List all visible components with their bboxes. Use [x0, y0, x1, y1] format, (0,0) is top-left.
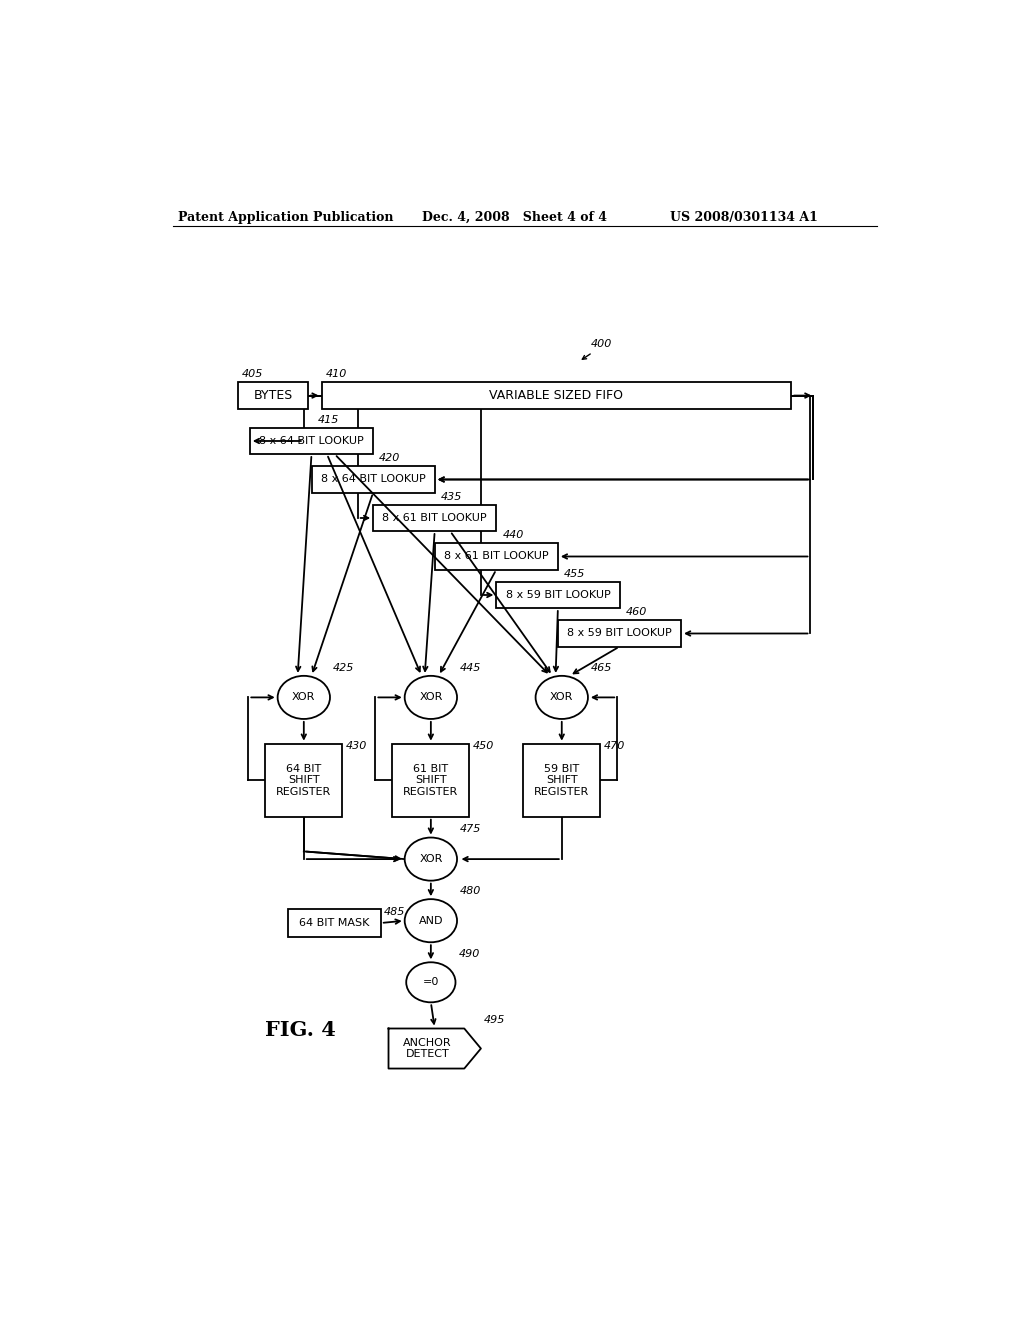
Text: 61 BIT
SHIFT
REGISTER: 61 BIT SHIFT REGISTER: [403, 763, 459, 797]
Text: 8 x 59 BIT LOOKUP: 8 x 59 BIT LOOKUP: [567, 628, 672, 639]
Text: =0: =0: [423, 977, 439, 987]
Bar: [558, 620, 681, 647]
Ellipse shape: [536, 676, 588, 719]
Text: 59 BIT
SHIFT
REGISTER: 59 BIT SHIFT REGISTER: [535, 763, 590, 797]
Text: US 2008/0301134 A1: US 2008/0301134 A1: [670, 211, 817, 224]
Text: 465: 465: [591, 663, 612, 673]
Text: 400: 400: [591, 339, 612, 350]
Text: XOR: XOR: [550, 693, 573, 702]
Text: 440: 440: [503, 531, 524, 540]
Text: XOR: XOR: [419, 693, 442, 702]
Bar: [239, 381, 307, 409]
Text: 495: 495: [484, 1015, 506, 1026]
Text: 450: 450: [472, 742, 494, 751]
Text: 430: 430: [345, 742, 367, 751]
Bar: [322, 381, 792, 409]
Text: XOR: XOR: [419, 854, 442, 865]
Text: 8 x 61 BIT LOOKUP: 8 x 61 BIT LOOKUP: [444, 552, 549, 561]
Text: 490: 490: [459, 949, 480, 960]
Text: VARIABLE SIZED FIFO: VARIABLE SIZED FIFO: [489, 389, 624, 403]
Text: 64 BIT
SHIFT
REGISTER: 64 BIT SHIFT REGISTER: [276, 763, 332, 797]
Text: Patent Application Publication: Patent Application Publication: [178, 211, 394, 224]
Text: 410: 410: [326, 368, 347, 379]
Text: 64 BIT MASK: 64 BIT MASK: [299, 917, 370, 928]
Text: 420: 420: [379, 453, 400, 463]
Text: 405: 405: [243, 368, 263, 379]
Ellipse shape: [404, 676, 457, 719]
Text: 435: 435: [441, 492, 462, 502]
Bar: [289, 909, 381, 937]
Text: 460: 460: [626, 607, 647, 618]
Ellipse shape: [404, 899, 457, 942]
Ellipse shape: [278, 676, 330, 719]
Bar: [250, 428, 373, 454]
Bar: [435, 544, 558, 570]
Text: 445: 445: [460, 663, 481, 673]
Text: 485: 485: [384, 907, 406, 917]
Bar: [373, 506, 497, 531]
Bar: [523, 743, 600, 817]
Bar: [497, 582, 620, 609]
Bar: [265, 743, 342, 817]
Text: 8 x 64 BIT LOOKUP: 8 x 64 BIT LOOKUP: [259, 436, 364, 446]
Text: 415: 415: [317, 414, 339, 425]
Ellipse shape: [407, 962, 456, 1002]
Text: 480: 480: [460, 886, 481, 896]
Bar: [311, 466, 435, 492]
Text: 475: 475: [460, 825, 481, 834]
Text: ANCHOR
DETECT: ANCHOR DETECT: [403, 1038, 452, 1060]
Text: 8 x 59 BIT LOOKUP: 8 x 59 BIT LOOKUP: [506, 590, 610, 601]
Text: Dec. 4, 2008   Sheet 4 of 4: Dec. 4, 2008 Sheet 4 of 4: [422, 211, 606, 224]
Ellipse shape: [404, 838, 457, 880]
Text: AND: AND: [419, 916, 443, 925]
Text: 470: 470: [603, 742, 625, 751]
Text: 8 x 61 BIT LOOKUP: 8 x 61 BIT LOOKUP: [382, 513, 487, 523]
Text: 8 x 64 BIT LOOKUP: 8 x 64 BIT LOOKUP: [321, 474, 426, 484]
Text: 425: 425: [333, 663, 354, 673]
Text: XOR: XOR: [292, 693, 315, 702]
Polygon shape: [388, 1028, 481, 1069]
Text: FIG. 4: FIG. 4: [265, 1020, 336, 1040]
Text: BYTES: BYTES: [253, 389, 293, 403]
Bar: [392, 743, 469, 817]
Text: 455: 455: [564, 569, 586, 579]
